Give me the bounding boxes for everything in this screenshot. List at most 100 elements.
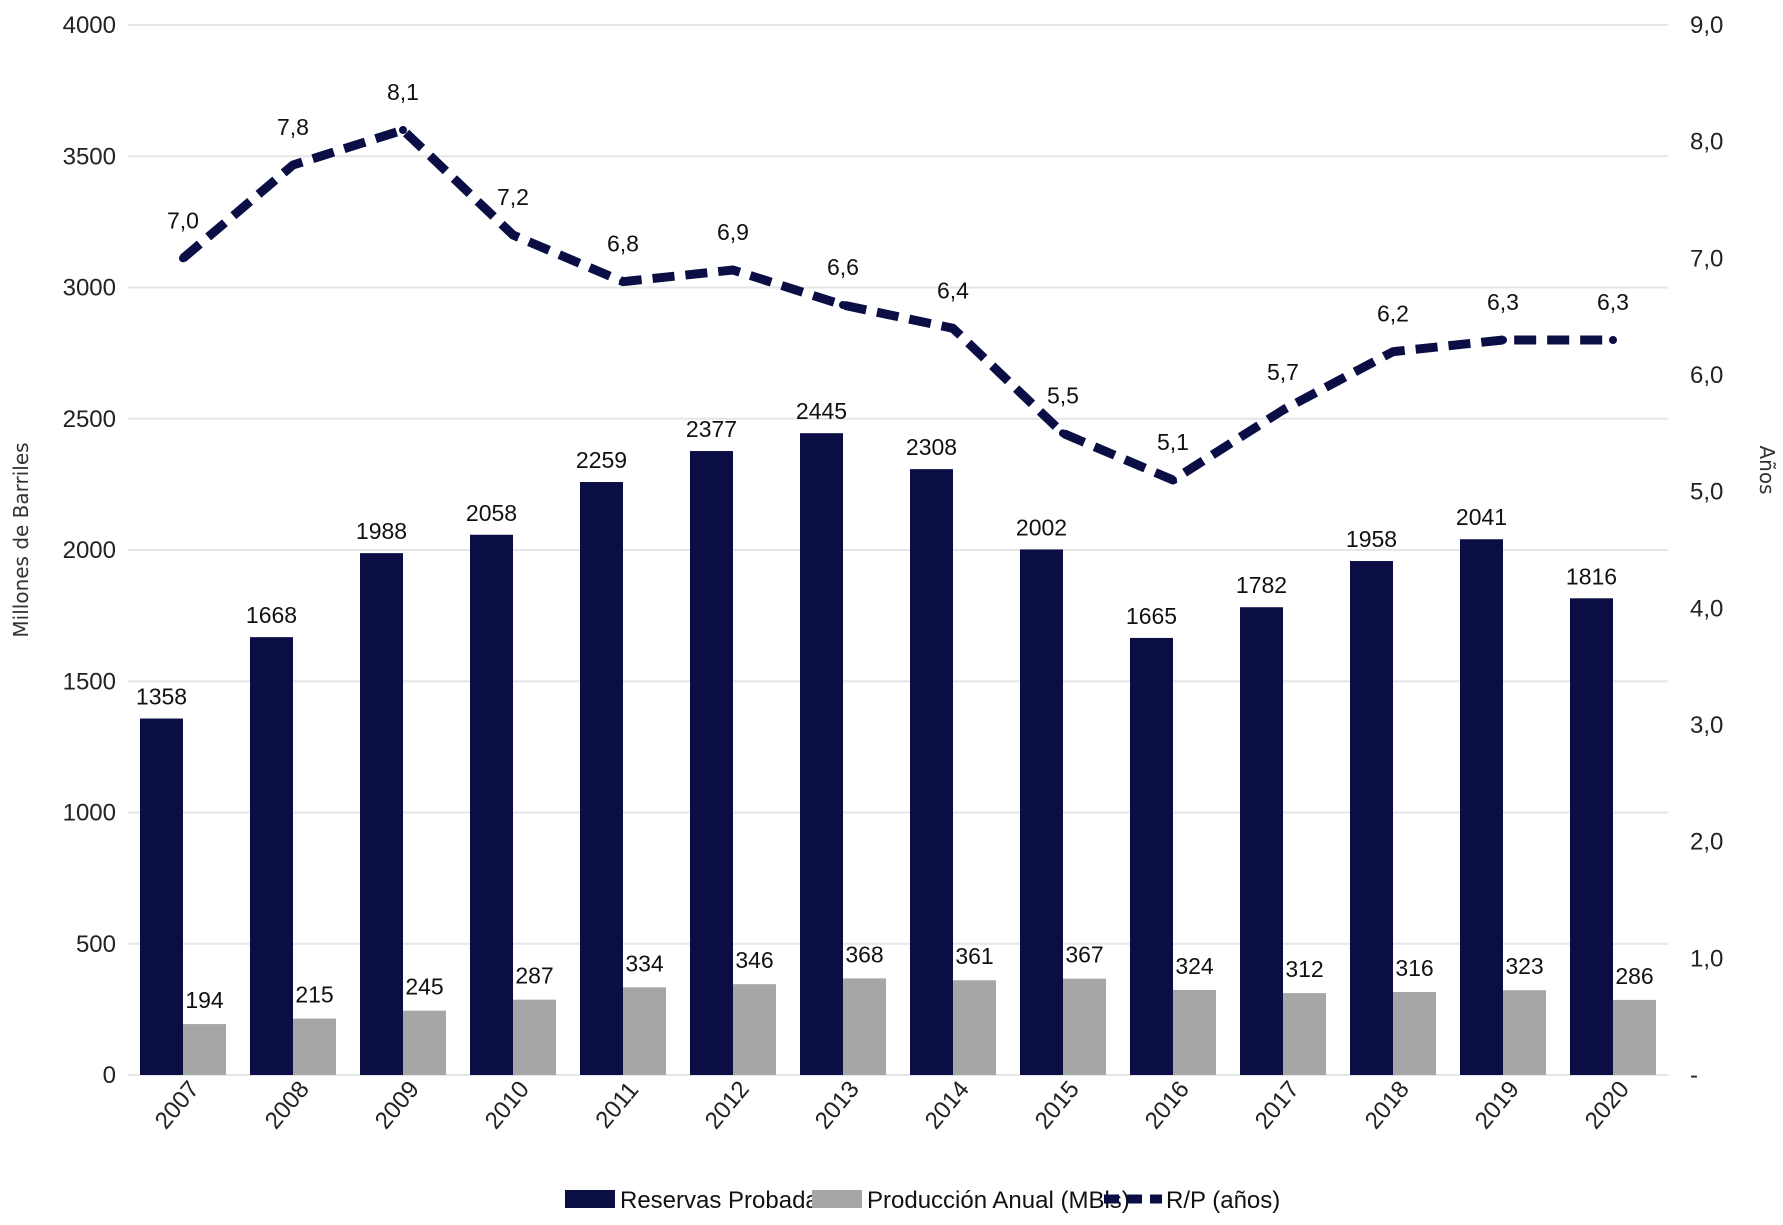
- bar-reservas: [1020, 549, 1063, 1075]
- data-label-rp: 5,7: [1267, 359, 1299, 385]
- y2-tick-label: 9,0: [1690, 12, 1723, 39]
- data-label-rp: 6,9: [717, 219, 749, 245]
- bar-produccion: [513, 999, 556, 1075]
- bar-produccion: [1173, 989, 1216, 1075]
- y2-tick-label: 6,0: [1690, 362, 1723, 389]
- bar-produccion: [293, 1018, 336, 1075]
- bar-produccion: [1063, 978, 1106, 1075]
- bar-produccion: [1613, 999, 1656, 1075]
- line-point-rp: [1609, 336, 1617, 344]
- legend-label-rp: R/P (años): [1166, 1187, 1280, 1214]
- right-axis-ticks: - 1,0 2,0 3,0 4,0 5,0 6,0 7,0 8,0 9,0: [1690, 12, 1723, 1089]
- gridlines: [128, 24, 1668, 1076]
- y2-tick-label: -: [1690, 1062, 1698, 1089]
- x-tick-label: 2016: [1140, 1076, 1195, 1134]
- data-label-reservas: 1665: [1126, 603, 1177, 629]
- y2-tick-label: 4,0: [1690, 595, 1723, 622]
- data-label-rp: 6,3: [1597, 289, 1629, 315]
- y-tick-label: 2000: [63, 537, 116, 564]
- data-label-produccion: 194: [185, 987, 224, 1013]
- data-label-produccion: 334: [625, 950, 664, 976]
- bar-reservas: [140, 718, 183, 1075]
- x-tick-label: 2017: [1250, 1076, 1305, 1134]
- line-point-rp: [399, 126, 407, 134]
- x-axis-ticks: 2007 2008 2009 2010 2011 2012 2013 2014 2015 2016…: [150, 1076, 1635, 1134]
- data-label-reservas: 2002: [1016, 514, 1067, 540]
- bar-reservas: [1130, 637, 1173, 1075]
- data-label-reservas: 1782: [1236, 572, 1287, 598]
- legend-label-produccion: Producción Anual (MBls): [867, 1187, 1130, 1214]
- bar-reservas: [1460, 539, 1503, 1075]
- line-data-labels: 7,0 7,8 8,1 7,2 6,8 6,9 6,6 6,4 5,5 5,1 5,7 6,2 6,3 6…: [167, 79, 1629, 455]
- y-tick-label: 0: [103, 1062, 116, 1089]
- bar-reservas: [470, 534, 513, 1075]
- data-label-rp: 6,8: [607, 231, 639, 257]
- data-label-produccion: 324: [1175, 953, 1214, 979]
- bar-produccion: [623, 987, 666, 1075]
- bar-produccion: [733, 984, 776, 1075]
- x-tick-label: 2020: [1580, 1076, 1635, 1134]
- data-label-rp: 5,5: [1047, 382, 1079, 408]
- line-point-rp: [839, 301, 847, 309]
- bar-reservas: [360, 553, 403, 1075]
- line-point-rp: [1499, 336, 1507, 344]
- data-label-rp: 7,8: [277, 114, 309, 140]
- y2-tick-label: 8,0: [1690, 129, 1723, 156]
- data-label-produccion: 368: [845, 941, 883, 967]
- x-tick-label: 2013: [810, 1076, 865, 1134]
- data-label-reservas: 2308: [906, 434, 957, 460]
- data-label-rp: 8,1: [387, 79, 419, 105]
- data-label-reservas: 1958: [1346, 526, 1397, 552]
- bar-reservas: [800, 433, 843, 1075]
- legend: Reservas Probadas Producción Anual (MBls…: [565, 1187, 1280, 1214]
- y-tick-label: 1500: [63, 668, 116, 695]
- line-series: [179, 125, 1617, 485]
- bar-series: [140, 433, 1656, 1076]
- bar-produccion: [953, 980, 996, 1075]
- x-tick-label: 2019: [1470, 1076, 1525, 1134]
- left-axis-ticks: 0 500 1000 1500 2000 2500 3000 3500 4000: [63, 12, 116, 1089]
- data-label-reservas: 2041: [1456, 504, 1507, 530]
- data-label-produccion: 215: [295, 982, 333, 1008]
- legend-swatch-reservas: [565, 1190, 615, 1208]
- y2-axis-title: Años: [1755, 445, 1779, 494]
- bar-produccion: [1283, 993, 1326, 1075]
- bar-reservas: [1570, 598, 1613, 1075]
- bar-produccion: [843, 978, 886, 1075]
- x-tick-label: 2008: [260, 1076, 315, 1134]
- bar-reservas: [580, 482, 623, 1075]
- y2-tick-label: 3,0: [1690, 712, 1723, 739]
- y2-tick-label: 2,0: [1690, 829, 1723, 856]
- data-label-produccion: 312: [1285, 956, 1323, 982]
- x-tick-label: 2009: [370, 1076, 425, 1134]
- data-label-reservas: 2377: [686, 416, 737, 442]
- bar-reservas: [250, 637, 293, 1075]
- line-point-rp: [179, 254, 187, 263]
- data-label-produccion: 286: [1615, 963, 1653, 989]
- x-tick-label: 2014: [920, 1076, 975, 1134]
- y-tick-label: 3000: [63, 275, 116, 302]
- bar-data-labels: 1358 194 1668 215 1988 245 2058 287 2259 334 2377 3…: [136, 398, 1654, 1013]
- line-point-rp: [1169, 476, 1177, 484]
- data-label-reservas: 1668: [246, 602, 297, 628]
- line-point-rp: [1389, 347, 1397, 356]
- line-point-rp: [949, 324, 957, 333]
- data-label-reservas: 1358: [136, 684, 187, 710]
- data-label-rp: 5,1: [1157, 429, 1189, 455]
- data-label-rp: 6,6: [827, 254, 859, 280]
- line-point-rp: [619, 277, 627, 286]
- x-tick-label: 2010: [480, 1076, 535, 1134]
- line-point-rp: [509, 231, 517, 239]
- data-label-rp: 6,4: [937, 277, 969, 303]
- x-tick-label: 2007: [150, 1076, 205, 1134]
- line-rp: [180, 125, 1613, 485]
- line-point-rp: [1279, 406, 1287, 414]
- legend-swatch-produccion: [812, 1190, 862, 1208]
- line-point-rp: [729, 266, 737, 274]
- bar-produccion: [1393, 992, 1436, 1075]
- y-tick-label: 500: [76, 931, 116, 958]
- y-tick-label: 1000: [63, 800, 116, 827]
- x-tick-label: 2012: [700, 1076, 755, 1134]
- bar-produccion: [403, 1010, 446, 1075]
